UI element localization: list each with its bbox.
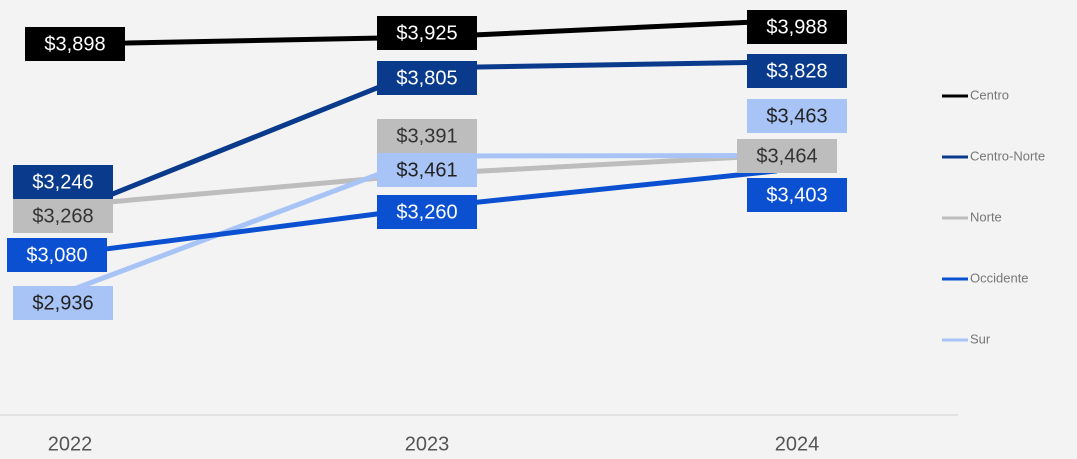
- data-label-text: $2,936: [32, 292, 93, 314]
- data-label-box: [377, 61, 477, 95]
- data-label-box: [13, 199, 113, 233]
- data-label: $3,925: [377, 16, 477, 50]
- data-label: $3,246: [13, 165, 113, 199]
- legend-label: Occidente: [970, 270, 1029, 285]
- data-label-text: $3,925: [396, 22, 457, 44]
- data-label-box: [747, 178, 847, 212]
- data-label-text: $3,828: [766, 60, 827, 82]
- legend-label: Sur: [970, 331, 991, 346]
- data-label-text: $3,260: [396, 201, 457, 223]
- data-label: $3,260: [377, 195, 477, 229]
- x-tick-label: 2024: [775, 433, 820, 455]
- data-label-text: $3,461: [396, 159, 457, 181]
- data-label: $3,463: [747, 99, 847, 133]
- data-label: $3,403: [747, 178, 847, 212]
- data-label-text: $3,268: [32, 205, 93, 227]
- legend-label: Centro: [970, 87, 1009, 102]
- data-label-box: [13, 286, 113, 320]
- data-label-box: [377, 16, 477, 50]
- data-label-box: [13, 165, 113, 199]
- data-label: $3,805: [377, 61, 477, 95]
- data-label-text: $3,391: [396, 125, 457, 147]
- data-label-box: [377, 153, 477, 187]
- legend-label: Centro-Norte: [970, 148, 1045, 163]
- data-label: $2,936: [13, 286, 113, 320]
- data-label: $3,268: [13, 199, 113, 233]
- data-label-box: [377, 195, 477, 229]
- data-label-text: $3,805: [396, 67, 457, 89]
- data-label: $3,464: [737, 139, 837, 173]
- data-label-text: $3,080: [26, 244, 87, 266]
- data-label: $3,080: [7, 238, 107, 272]
- data-label: $3,898: [25, 27, 125, 61]
- x-tick-label: 2023: [405, 433, 450, 455]
- data-label-box: [25, 27, 125, 61]
- data-label-text: $3,464: [756, 145, 817, 167]
- data-label-text: $3,463: [766, 105, 827, 127]
- data-label: $3,461: [377, 153, 477, 187]
- data-label-box: [377, 119, 477, 153]
- data-label-box: [747, 99, 847, 133]
- data-label-text: $3,246: [32, 171, 93, 193]
- data-label: $3,988: [747, 10, 847, 44]
- data-label-box: [737, 139, 837, 173]
- data-label-box: [7, 238, 107, 272]
- data-label: $3,391: [377, 119, 477, 153]
- legend-label: Norte: [970, 209, 1002, 224]
- data-label-text: $3,988: [766, 16, 827, 38]
- x-tick-label: 2022: [48, 433, 93, 455]
- data-label-text: $3,403: [766, 184, 827, 206]
- data-label-text: $3,898: [44, 33, 105, 55]
- data-label-box: [747, 10, 847, 44]
- data-label: $3,828: [747, 54, 847, 88]
- data-label-box: [747, 54, 847, 88]
